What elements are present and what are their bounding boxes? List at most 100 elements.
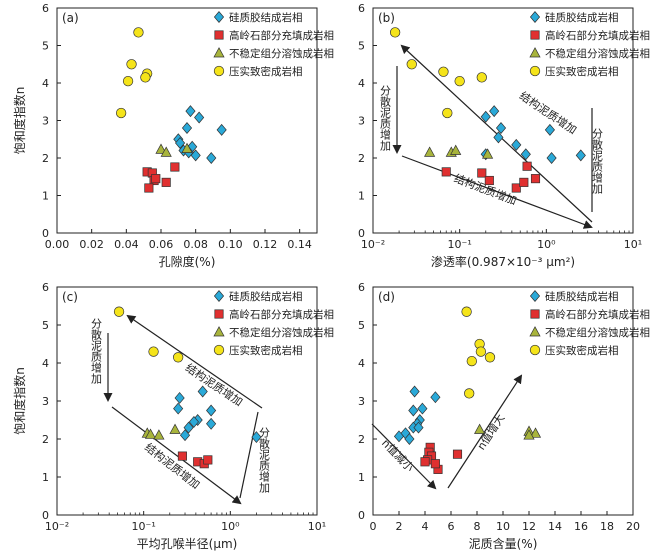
data-point-dissolution xyxy=(523,429,535,440)
panel-d-annotations: n值减小 n值增大 xyxy=(371,374,523,490)
y-tick-label: 4 xyxy=(42,77,49,90)
data-point-siliceous xyxy=(183,421,194,434)
legend-marker-siliceous xyxy=(529,290,541,302)
x-tick-label: 0.06 xyxy=(149,238,174,251)
data-point-kaolinite xyxy=(161,177,171,187)
x-tick-label: 20 xyxy=(626,520,640,533)
y-tick-label: 6 xyxy=(42,2,49,15)
data-point-kaolinite xyxy=(430,459,440,469)
data-point-siliceous xyxy=(179,429,191,442)
data-point-siliceous xyxy=(197,385,208,398)
data-point-compaction xyxy=(133,27,144,38)
y-tick-label: 5 xyxy=(358,319,365,332)
data-point-kaolinite xyxy=(170,162,180,172)
legend-marker-dissolution xyxy=(213,47,225,58)
y-tick-label: 5 xyxy=(358,40,365,53)
legend-marker-compaction xyxy=(529,344,541,356)
x-tick-label: 10 xyxy=(496,520,510,533)
legend-label-compaction: 压实致密成岩相 xyxy=(229,65,303,78)
data-point-dissolution xyxy=(144,428,157,439)
x-tick-label: 18 xyxy=(600,520,614,533)
data-point-compaction xyxy=(115,107,127,119)
panel-b-x-axis-label: 渗透率(0.987×10⁻³ μm²) xyxy=(431,254,575,269)
y-tick-label: 0 xyxy=(358,227,365,240)
data-point-compaction xyxy=(466,355,477,367)
y-tick-label: 1 xyxy=(42,471,49,484)
x-tick-label: 0.12 xyxy=(253,238,278,251)
y-tick-label: 1 xyxy=(358,190,365,203)
data-point-siliceous xyxy=(181,122,193,134)
data-point-siliceous xyxy=(546,152,557,164)
x-tick-label: 0.00 xyxy=(45,238,70,251)
y-tick-label: 3 xyxy=(358,115,365,128)
legend-label-compaction: 压实致密成岩相 xyxy=(229,344,303,357)
data-point-siliceous xyxy=(413,421,424,434)
data-point-kaolinite xyxy=(420,457,430,467)
y-tick-label: 3 xyxy=(42,115,49,128)
legend-label-dissolution: 不稳定组分溶蚀成岩相 xyxy=(545,47,650,60)
data-point-kaolinite xyxy=(441,167,451,177)
data-point-siliceous xyxy=(417,402,428,415)
x-tick-label: 14 xyxy=(548,520,562,533)
data-point-siliceous xyxy=(185,105,196,118)
x-tick-label: 0.14 xyxy=(287,238,312,251)
data-point-siliceous xyxy=(544,123,555,136)
data-point-compaction xyxy=(476,72,487,83)
legend-label-compaction: 压实致密成岩相 xyxy=(545,65,619,78)
y-tick-label: 5 xyxy=(42,40,49,53)
legend-label-kaolinite: 高岭石部分充填成岩相 xyxy=(229,308,334,321)
data-point-compaction xyxy=(475,346,487,357)
legend-label-siliceous: 硅质胶结成岩相 xyxy=(229,11,303,24)
x-tick-label: 4 xyxy=(422,520,429,533)
y-tick-label: 6 xyxy=(358,281,365,294)
x-tick-label: 0 xyxy=(370,520,377,533)
legend-label-dissolution: 不稳定组分溶蚀成岩相 xyxy=(229,326,334,339)
panel-c-annot-left: 分散泥质增加 xyxy=(90,318,103,385)
legend-label-siliceous: 硅质胶结成岩相 xyxy=(545,11,619,24)
data-point-siliceous xyxy=(216,123,227,136)
data-point-siliceous xyxy=(480,110,491,123)
data-point-kaolinite xyxy=(522,161,532,171)
panel-a-points xyxy=(115,27,227,193)
x-tick-label: 10⁻² xyxy=(45,520,69,533)
panel-d-label: (d) xyxy=(378,290,395,304)
legend-label-kaolinite: 高岭石部分充填成岩相 xyxy=(545,308,650,321)
data-point-compaction xyxy=(173,352,184,363)
panel-d-points xyxy=(393,306,542,474)
panel-c-axes: 0 1 2 3 4 5 6 10⁻² 10⁻¹ 10⁰ 10¹ xyxy=(42,281,326,533)
x-tick-label: 6 xyxy=(448,520,455,533)
legend-marker-kaolinite xyxy=(530,30,540,40)
data-point-compaction xyxy=(464,388,475,399)
data-point-compaction xyxy=(140,72,151,83)
panel-c-label: (c) xyxy=(62,290,78,304)
y-tick-label: 5 xyxy=(42,319,49,332)
data-point-siliceous xyxy=(206,417,217,430)
legend-label-siliceous: 硅质胶结成岩相 xyxy=(229,290,303,303)
legend-label-kaolinite: 高岭石部分充填成岩相 xyxy=(229,29,334,42)
y-tick-label: 3 xyxy=(358,395,365,408)
x-tick-label: 0.02 xyxy=(79,238,104,251)
data-point-kaolinite xyxy=(477,168,487,178)
data-point-kaolinite xyxy=(452,449,463,459)
legend-marker-siliceous xyxy=(213,11,225,23)
x-tick-label: 10¹ xyxy=(624,238,642,251)
data-point-dissolution xyxy=(181,142,193,153)
data-point-siliceous xyxy=(174,392,185,404)
y-tick-label: 6 xyxy=(42,281,49,294)
data-point-siliceous xyxy=(430,391,441,404)
data-point-siliceous xyxy=(194,111,205,124)
data-point-siliceous xyxy=(404,433,415,445)
panel-c-annot-upper: 结构泥质增加 xyxy=(183,360,246,409)
data-point-compaction xyxy=(122,75,134,87)
panel-c: 0 1 2 3 4 5 6 10⁻² 10⁻¹ 10⁰ 10¹ (c) 平均孔喉半径(μm) 饱和度… xyxy=(12,281,334,551)
legend-marker-kaolinite xyxy=(530,309,540,319)
data-point-dissolution xyxy=(155,143,167,154)
data-point-siliceous xyxy=(409,385,420,398)
legend-label-kaolinite: 高岭石部分充填成岩相 xyxy=(545,29,650,42)
panel-c-arrow-upper xyxy=(126,314,263,409)
legend-marker-dissolution xyxy=(213,326,225,337)
x-tick-label: 10⁰ xyxy=(221,520,240,533)
